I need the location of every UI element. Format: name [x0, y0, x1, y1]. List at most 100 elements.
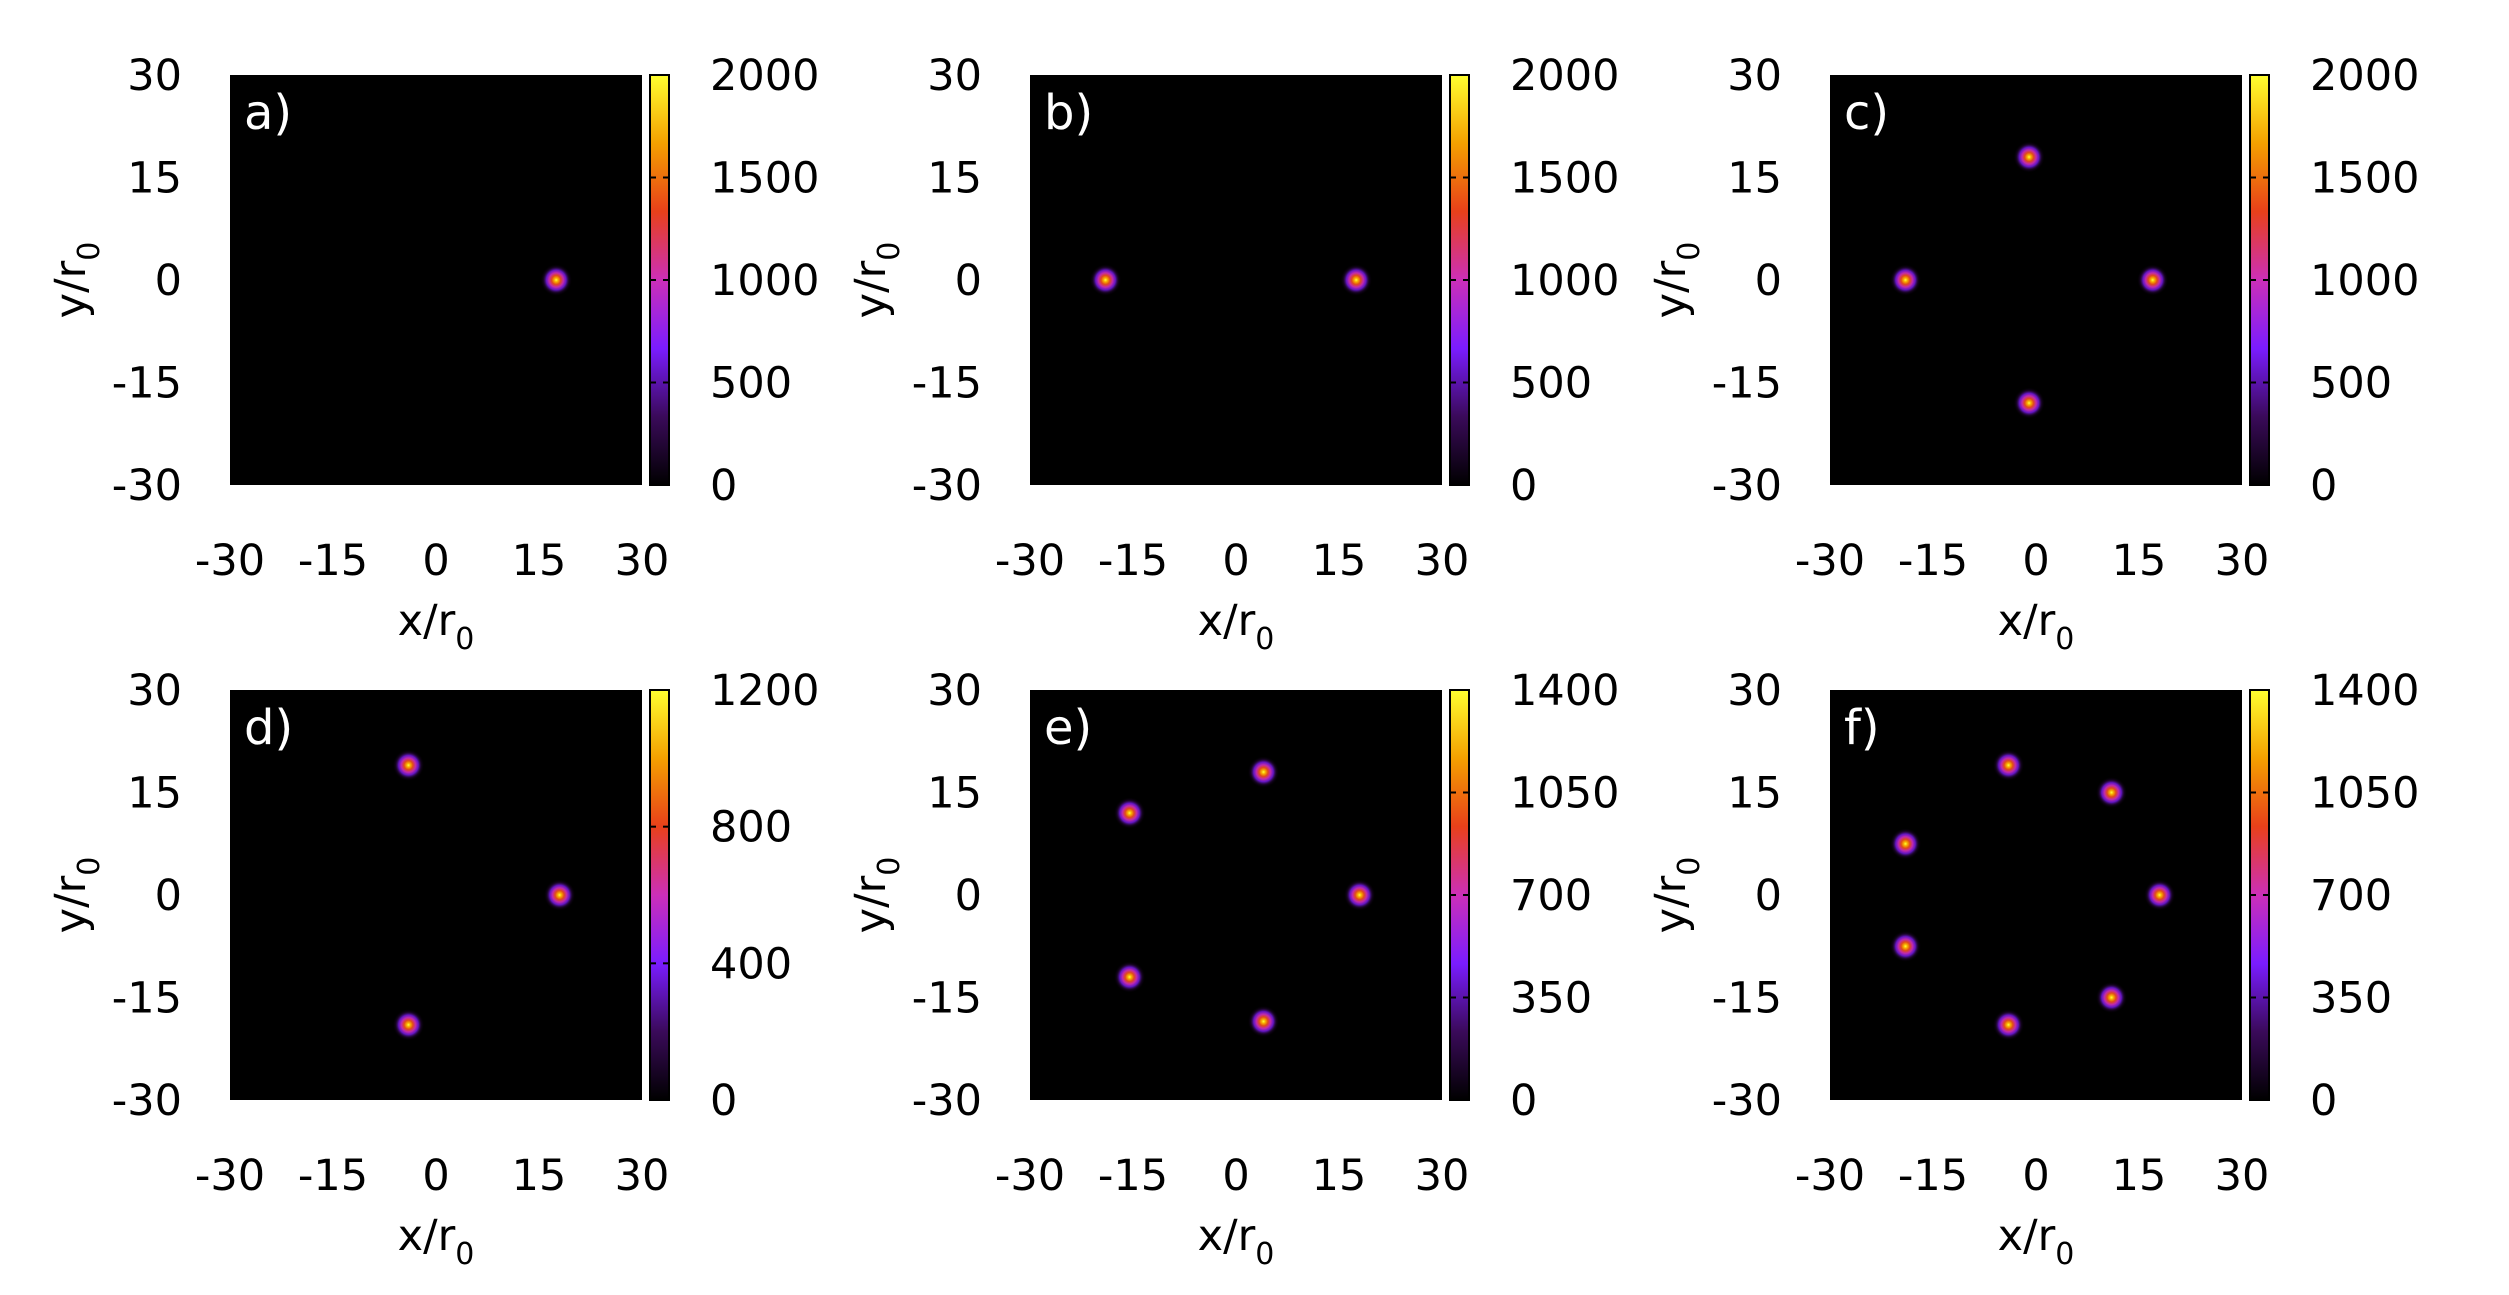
x-tick-label: 30	[615, 1151, 670, 1201]
y-axis-label: y/r0	[846, 857, 907, 934]
colorbar-tick-label: 350	[1510, 974, 1592, 1024]
y-tick-label: -15	[912, 974, 982, 1024]
y-axis-label: y/r0	[46, 242, 107, 319]
y-axis-label: y/r0	[846, 242, 907, 319]
y-tick-label: 30	[1727, 51, 1782, 101]
y-tick-label: -30	[1712, 1076, 1782, 1126]
colorbar-tick-label: 0	[1510, 461, 1537, 511]
y-tick-label: -15	[1712, 974, 1782, 1024]
x-axis-label: x/r0	[1198, 1211, 1275, 1272]
panel-label: f)	[1844, 700, 1880, 756]
x-tick-label: -15	[1098, 1151, 1168, 1201]
y-tick-label: -30	[912, 461, 982, 511]
x-tick-label: -30	[1795, 1151, 1865, 1201]
colorbar-tick-label: 0	[710, 1076, 737, 1126]
density-peak	[1889, 828, 1922, 860]
x-tick-label: 30	[1415, 1151, 1470, 1201]
x-axis-label: x/r0	[1198, 596, 1275, 657]
y-tick-label: -30	[112, 1076, 182, 1126]
x-tick-label: 15	[2112, 536, 2167, 586]
x-tick-label: -30	[995, 536, 1065, 586]
x-tick-label: -30	[1795, 536, 1865, 586]
y-tick-label: 30	[127, 51, 182, 101]
density-peak	[2013, 387, 2045, 419]
density-peak	[1340, 264, 1373, 296]
x-tick-label: -15	[298, 1151, 368, 1201]
density-peak	[2143, 879, 2176, 911]
y-tick-label: 15	[1727, 154, 1782, 204]
y-tick-label: 15	[927, 154, 982, 204]
colorbar-tick-label: 1400	[1510, 666, 1619, 716]
panel-d: d) 30 15 0 -15 -30 -30 -15 0 15 30 x/r0 y/r0 1200 800 4…	[46, 666, 819, 1272]
colorbar-tick-label: 1500	[710, 154, 819, 204]
density-peak	[543, 879, 576, 911]
panel-label: d)	[244, 700, 293, 756]
y-tick-label: 15	[127, 154, 182, 204]
colorbar-tick-label: 1400	[2310, 666, 2419, 716]
plot-area	[1830, 690, 2242, 1100]
x-tick-label: 30	[2215, 1151, 2270, 1201]
y-axis-label: y/r0	[1646, 857, 1707, 934]
density-peak	[392, 749, 425, 782]
density-peak	[1113, 961, 1146, 993]
colorbar-tick-label: 1500	[2310, 154, 2419, 204]
density-peak	[392, 1008, 425, 1041]
y-tick-label: 30	[927, 51, 982, 101]
y-tick-label: -15	[912, 359, 982, 409]
panel-c: c) 30 15 0 -15 -30 -30 -15 0 15 30 x/r0 y/r0 2000 1500…	[1646, 51, 2419, 657]
colorbar-tick-label: 700	[1510, 871, 1592, 921]
density-peak	[1992, 1009, 2025, 1041]
panel-label: c)	[1844, 85, 1889, 141]
x-tick-label: 0	[1222, 536, 1249, 586]
x-axis-label: x/r0	[1998, 1211, 2075, 1272]
density-peak	[1992, 749, 2025, 781]
density-peak	[2095, 776, 2128, 809]
x-tick-label: 0	[1222, 1151, 1249, 1201]
colorbar-tick-label: 1050	[1510, 769, 1619, 819]
y-axis-label: y/r0	[1646, 242, 1707, 319]
x-tick-label: -15	[1898, 536, 1968, 586]
colorbar-tick-label: 700	[2310, 871, 2392, 921]
colorbar-tick-label: 0	[710, 461, 737, 511]
colorbar-tick-label: 1000	[710, 256, 819, 306]
density-peak	[1089, 264, 1122, 296]
y-tick-label: 0	[955, 871, 982, 921]
y-tick-label: -30	[912, 1076, 982, 1126]
colorbar	[649, 689, 670, 1101]
x-tick-label: 15	[1312, 536, 1367, 586]
colorbar-tick-label: 2000	[710, 51, 819, 101]
plot-area	[230, 75, 642, 485]
colorbar-tick-label: 0	[2310, 461, 2337, 511]
density-peak	[2095, 981, 2128, 1014]
x-tick-label: 30	[1415, 536, 1470, 586]
x-tick-label: -15	[1898, 1151, 1968, 1201]
colorbar-tick-label: 1050	[2310, 769, 2419, 819]
y-tick-label: 30	[927, 666, 982, 716]
x-tick-label: -30	[995, 1151, 1065, 1201]
x-tick-label: -30	[195, 536, 265, 586]
colorbar-tick-label: 0	[2310, 1076, 2337, 1126]
colorbar-tick-label: 1200	[710, 666, 819, 716]
x-tick-label: -30	[195, 1151, 265, 1201]
panel-label: a)	[244, 85, 292, 141]
y-tick-label: 15	[1727, 769, 1782, 819]
density-peak	[540, 264, 573, 296]
panel-b: b) 30 15 0 -15 -30 -30 -15 0 15 30 x/r0 y/r0 2000 1500…	[846, 51, 1619, 657]
y-tick-label: -15	[112, 359, 182, 409]
colorbar-tick-label: 800	[710, 803, 792, 853]
colorbar-tick-label: 500	[2310, 359, 2392, 409]
colorbar-tick-label: 2000	[2310, 51, 2419, 101]
x-tick-label: 0	[2022, 536, 2049, 586]
y-tick-label: -15	[112, 974, 182, 1024]
y-tick-label: 15	[127, 769, 182, 819]
y-tick-label: 30	[127, 666, 182, 716]
colorbar-tick-label: 2000	[1510, 51, 1619, 101]
density-peak	[1113, 797, 1146, 829]
colorbar-tick-label: 1500	[1510, 154, 1619, 204]
x-tick-label: 15	[512, 536, 567, 586]
y-tick-label: 30	[1727, 666, 1782, 716]
y-tick-label: 0	[1755, 256, 1782, 306]
density-peak	[1889, 264, 1922, 296]
x-tick-label: -15	[1098, 536, 1168, 586]
